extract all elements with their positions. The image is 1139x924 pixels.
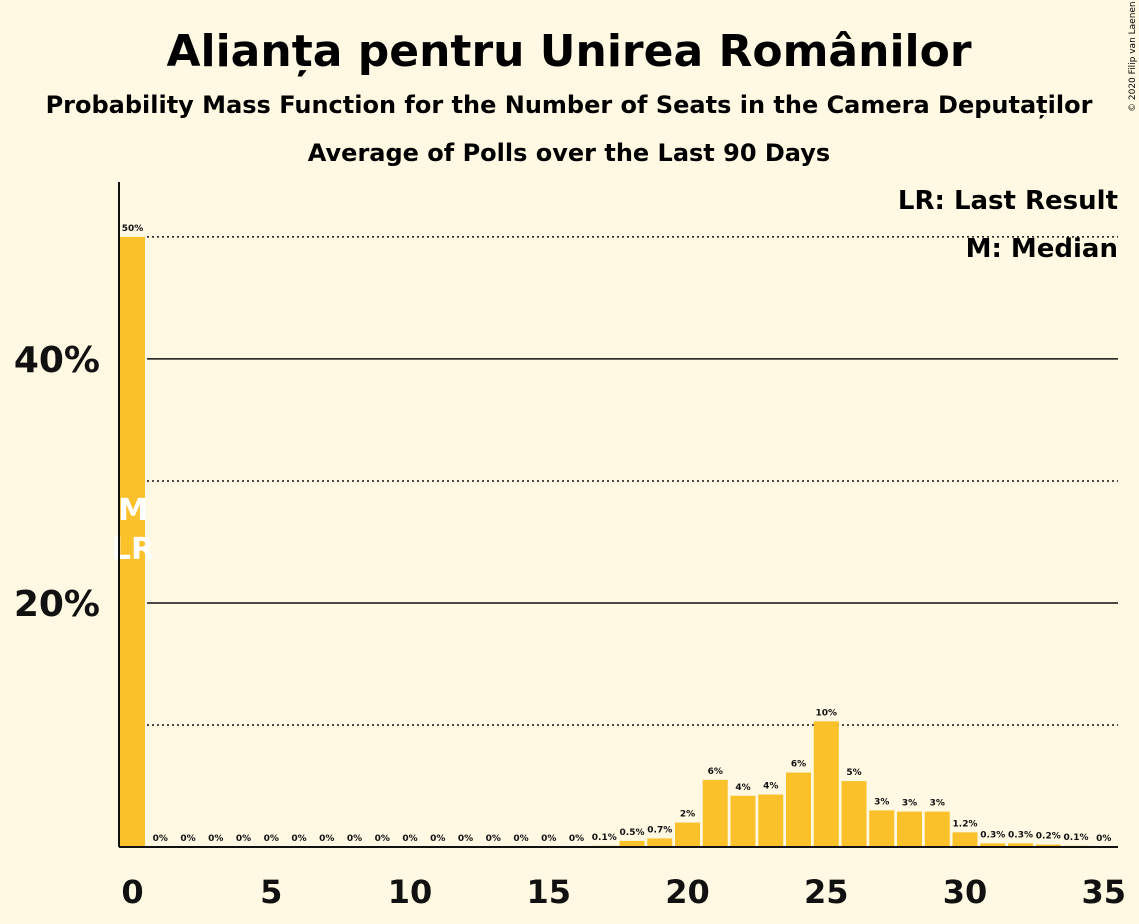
data-label: 0% (180, 834, 195, 844)
bar (980, 843, 1006, 847)
chart-subtitle: Probability Mass Function for the Number… (46, 91, 1093, 119)
legend-median: M: Median (966, 234, 1118, 264)
bar (675, 822, 700, 847)
copyright: © 2020 Filip van Laenen (1128, 1, 1138, 112)
x-tick-label: 0 (121, 873, 143, 911)
bar (647, 838, 673, 847)
data-label: 0% (208, 834, 223, 844)
data-label: 1.2% (953, 819, 978, 829)
x-tick-label: 30 (943, 873, 988, 911)
data-label: 3% (930, 799, 945, 809)
data-label: 6% (708, 767, 723, 777)
data-label: 0.5% (620, 828, 645, 838)
data-label: 0% (458, 834, 473, 844)
x-tick-label: 20 (665, 873, 710, 911)
legend-last-result: LR: Last Result (898, 186, 1118, 216)
bar (897, 811, 922, 847)
bars (120, 236, 1089, 847)
data-label: 0.7% (647, 825, 672, 835)
gridlines (147, 236, 1118, 726)
data-label: 4% (735, 783, 750, 793)
bar (952, 832, 978, 847)
data-label: 0% (153, 834, 168, 844)
data-label: 0.3% (980, 830, 1005, 840)
data-label: 4% (763, 782, 778, 792)
data-label: 0% (513, 834, 528, 844)
bar (813, 721, 839, 847)
bar (869, 810, 895, 847)
axes (118, 182, 1118, 848)
data-label: 0% (486, 834, 501, 844)
y-tick-labels: 20% 40% (14, 340, 100, 625)
bar (758, 794, 784, 847)
data-label: 0.1% (592, 833, 617, 843)
chart-title: Alianța pentru Unirea Românilor (166, 26, 971, 77)
data-label: 0% (291, 834, 306, 844)
bar (120, 236, 145, 847)
data-label: 0% (1096, 834, 1111, 844)
y-tick-label: 20% (14, 584, 100, 625)
x-tick-label: 35 (1081, 873, 1126, 911)
data-label: 0% (375, 834, 390, 844)
data-label: 0.2% (1036, 832, 1061, 842)
data-label: 0% (236, 834, 251, 844)
bar (619, 840, 645, 847)
y-tick-label: 40% (14, 340, 100, 381)
data-label: 0% (264, 834, 279, 844)
bar (730, 795, 756, 847)
data-label: 0% (569, 834, 584, 844)
x-tick-label: 10 (388, 873, 433, 911)
data-label: 50% (122, 224, 144, 234)
data-label: 0% (430, 834, 445, 844)
data-label: 0% (319, 834, 334, 844)
data-label: 0.1% (1064, 833, 1089, 843)
data-label: 0% (541, 834, 556, 844)
data-label: 10% (815, 708, 837, 718)
bar (1008, 843, 1033, 847)
x-tick-labels: 0 5 10 15 20 25 30 35 (121, 873, 1126, 911)
data-label: 3% (902, 799, 917, 809)
data-label: 0% (347, 834, 362, 844)
data-label: 6% (791, 760, 806, 770)
x-tick-label: 5 (260, 873, 282, 911)
bar (841, 781, 867, 847)
bar (924, 811, 950, 847)
bar (702, 779, 728, 847)
median-marker: M (118, 493, 148, 528)
x-tick-label: 15 (526, 873, 571, 911)
data-label: 0.3% (1008, 830, 1033, 840)
data-label: 0% (402, 834, 417, 844)
bar (786, 772, 811, 847)
bar (1035, 844, 1061, 847)
chart-subtitle-2: Average of Polls over the Last 90 Days (308, 139, 830, 167)
x-tick-label: 25 (804, 873, 849, 911)
data-labels: 50%0% 0% 0% 0% 0% 0% 0% 0% 0% 0% 0% 0% 0% 0% 0% 0% 0.1% 0… (122, 224, 1112, 844)
data-label: 3% (874, 797, 889, 807)
data-label: 2% (680, 810, 695, 820)
data-label: 5% (846, 768, 861, 778)
